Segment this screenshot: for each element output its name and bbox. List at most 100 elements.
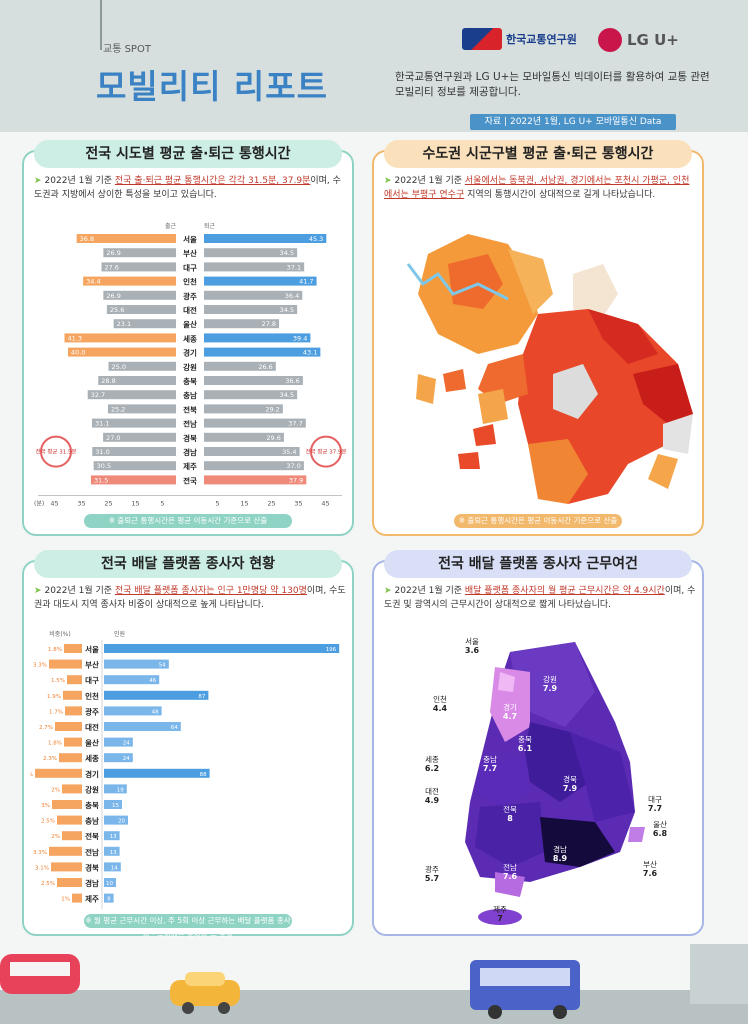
bar-label-in: 23.1 (117, 320, 131, 328)
koti-logo-icon (462, 28, 502, 50)
bar-label-workers: 19 (117, 787, 124, 793)
bar-label-out: 37.0 (286, 462, 300, 470)
bar-label-in: 31.5 (94, 476, 108, 484)
bar-workers (104, 706, 162, 716)
region-value: 5.7 (425, 874, 439, 883)
panel-note: ※ 월 평균 근무시간 이상, 주 5회 이상 근무하는 배달 플랫폼 종사자 … (84, 914, 292, 939)
vehicles-illustration (0, 944, 748, 1019)
category-label: 경남 (85, 878, 99, 888)
region-name: 서울 (465, 637, 479, 646)
category-label: 광주 (85, 706, 99, 716)
bar-commute-in (113, 319, 176, 329)
category-label: 세종 (85, 753, 99, 763)
axis-tick: 35 (294, 500, 302, 508)
bar-commute-in (108, 361, 176, 371)
category-label: 세종 (183, 333, 197, 343)
bar-label-out: 26.6 (258, 363, 272, 371)
bar-commute-in (101, 262, 176, 272)
axis-tick: 25 (104, 500, 112, 508)
bar-commute-out (204, 404, 283, 414)
bar-share (64, 737, 82, 747)
category-label: 강원 (85, 784, 99, 794)
region-value: 7 (497, 914, 503, 923)
panel-title: 전국 배달 플랫폼 종사자 근무여건 (384, 550, 692, 578)
region-value: 3.6 (465, 646, 480, 655)
bar-label-workers: 20 (118, 819, 125, 825)
panel-note: ※ 출퇴근 통행시간은 평균 이동시간 기준으로 산출 (84, 514, 292, 528)
bar-commute-out (204, 276, 317, 286)
bar-label-share: 3.3% (33, 663, 47, 669)
bar-share (49, 659, 82, 669)
national-average-left: 전국 평균 31.5분 (35, 448, 76, 456)
bar-commute-in (98, 376, 176, 385)
bar-workers (104, 784, 127, 794)
region-value: 7.6 (643, 869, 658, 878)
bar-label-out: 27.8 (262, 320, 276, 328)
category-label: 울산 (183, 319, 197, 329)
region-value: 7.9 (563, 784, 578, 793)
header-accent-line (100, 0, 102, 50)
bar-label-share: 1.9% (47, 694, 61, 700)
bar-label-share: 4.7% (30, 772, 33, 778)
bar-share (62, 831, 82, 841)
bar-workers (104, 675, 160, 685)
lguplus-logo-icon (598, 28, 622, 52)
bar-label-in: 28.8 (101, 377, 115, 385)
capital-area-heat-map (406, 234, 693, 504)
bar-commute-out (204, 290, 303, 300)
region-value: 4.4 (433, 704, 448, 713)
region-name: 충북 (518, 735, 532, 744)
bar-label-in: 26.9 (106, 292, 120, 300)
region-name: 충남 (483, 755, 497, 764)
bar-label-workers: 196 (326, 647, 337, 653)
category-label: 전북 (85, 831, 99, 841)
bar-commute-out (204, 248, 298, 258)
bar-commute-in (90, 475, 176, 485)
bar-commute-in (92, 447, 176, 456)
category-label: 충남 (85, 816, 99, 826)
category-label: 부산 (85, 660, 99, 670)
region-name: 대구 (648, 795, 662, 804)
region-name: 부산 (643, 859, 657, 869)
bar-label-share: 1.8% (48, 741, 62, 747)
bar-share (52, 800, 82, 809)
bar-label-workers: 10 (106, 881, 113, 887)
page-title: 모빌리티 리포트 (96, 67, 329, 106)
bar-commute-in (68, 347, 176, 357)
bar-label-share: 3% (41, 803, 50, 809)
bar-share (49, 846, 82, 856)
category-label: 경기 (85, 769, 99, 779)
bar-commute-out (204, 475, 307, 485)
region-value: 8 (507, 814, 513, 823)
bar-workers (104, 644, 340, 653)
bar-label-out: 35.4 (282, 448, 296, 456)
bar-label-share: 3.3% (33, 850, 47, 856)
header-background (0, 0, 748, 132)
bar-commute-in (106, 305, 176, 314)
bar-label-in: 41.3 (67, 334, 81, 342)
category-label: 전남 (183, 419, 197, 429)
bar-share (35, 768, 82, 778)
bar-share (55, 722, 82, 731)
region-name: 인천 (433, 694, 447, 704)
left-series-label: 비중(%) (49, 630, 70, 638)
panel-note: ※ 출퇴근 통행시간은 평균 이동시간 기준으로 산출 (454, 514, 622, 528)
category-label: 제주 (85, 894, 99, 904)
bar-commute-out (204, 432, 284, 442)
category-label: 서울 (183, 234, 197, 244)
delivery-workers-chart: 비중(%) 인원 1.8% 서울 196 3.3% 부산 54 1.5% 대구 46 1.9% 인천 87… (30, 630, 340, 910)
bar-label-in: 32.7 (91, 391, 105, 399)
bar-commute-out (204, 461, 304, 471)
bar-commute-out (204, 333, 311, 343)
bar-workers (104, 800, 122, 809)
region-value: 7.7 (648, 804, 662, 813)
bar-label-out: 36.4 (285, 292, 299, 300)
category-label: 대구 (183, 262, 197, 272)
bar-share (67, 675, 82, 685)
bar-label-workers: 87 (198, 694, 205, 700)
arrow-icon: ➤ (34, 586, 42, 596)
category-label: 강원 (183, 362, 197, 372)
category-label: 인천 (183, 277, 197, 287)
bar-label-share: 1.5% (51, 678, 65, 684)
panel-description: ➤ 2022년 1월 기준 배달 플랫폼 종사자의 월 평균 근무시간은 약 4.… (384, 586, 696, 610)
